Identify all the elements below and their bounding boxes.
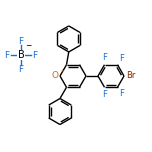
Text: F: F	[119, 54, 124, 63]
Text: F: F	[18, 64, 24, 74]
Text: F: F	[32, 50, 38, 59]
Text: F: F	[4, 50, 10, 59]
Text: F: F	[119, 89, 124, 98]
Text: F: F	[18, 36, 24, 45]
Text: F: F	[102, 90, 107, 99]
Text: O: O	[51, 71, 58, 81]
Text: F: F	[102, 53, 107, 62]
Text: B: B	[18, 50, 24, 60]
Text: −: −	[25, 41, 31, 50]
Text: Br: Br	[126, 71, 135, 81]
Text: ⁺: ⁺	[61, 69, 65, 76]
